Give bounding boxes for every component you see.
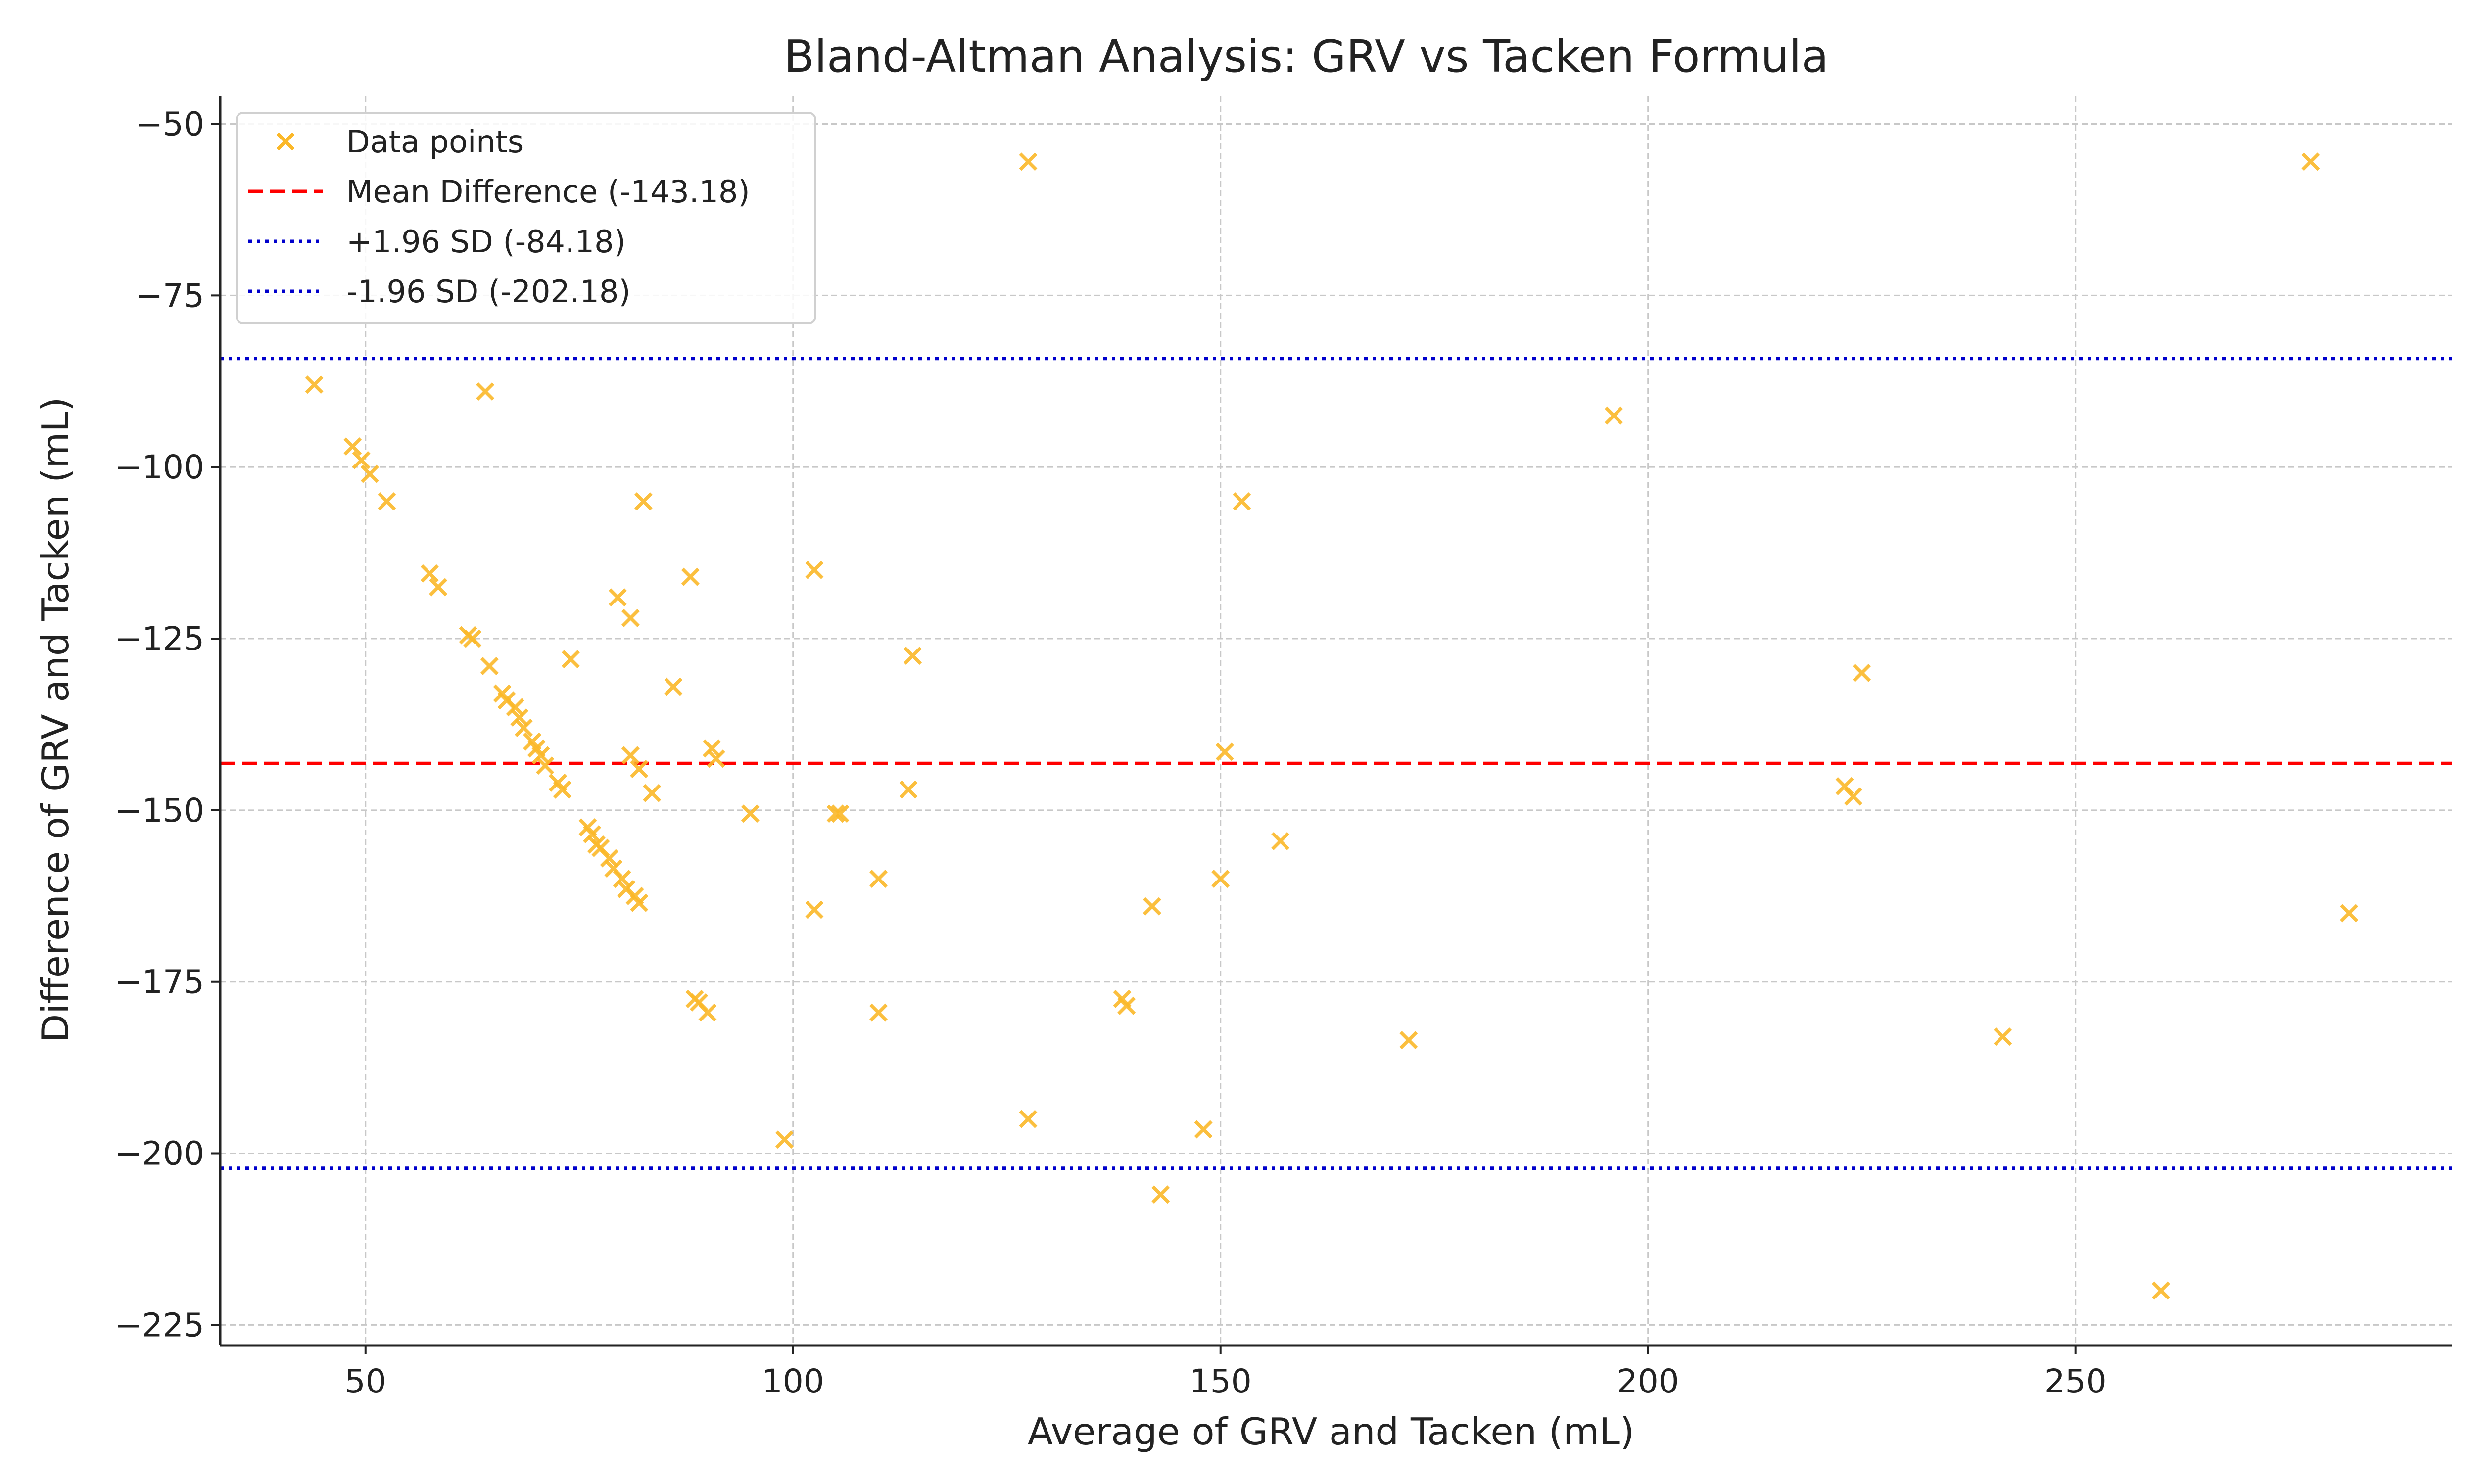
data-point xyxy=(805,560,824,579)
data-point xyxy=(2340,904,2359,923)
data-point xyxy=(634,492,653,511)
data-point xyxy=(1994,1027,2012,1046)
x-tick-label: 100 xyxy=(762,1362,824,1400)
legend-label: Mean Difference (-143.18) xyxy=(346,174,750,210)
data-point xyxy=(553,780,571,799)
y-tick-label: −200 xyxy=(115,1135,204,1173)
data-point xyxy=(775,1130,794,1149)
reference-lines xyxy=(220,357,2452,1170)
chart-title: Bland-Altman Analysis: GRV vs Tacken For… xyxy=(784,31,1828,83)
data-point xyxy=(420,564,439,583)
data-point xyxy=(1853,663,1871,682)
y-tick-label: −225 xyxy=(115,1306,204,1344)
data-point xyxy=(904,647,922,665)
data-point xyxy=(831,804,850,823)
legend: Data points Mean Difference (-143.18) +1.9… xyxy=(236,112,816,324)
legend-marker-x xyxy=(276,132,295,151)
data-point xyxy=(741,804,760,823)
data-point xyxy=(899,780,918,799)
data-point xyxy=(463,629,482,648)
y-tick-label: −50 xyxy=(136,105,204,143)
x-tick-label: 150 xyxy=(1189,1362,1252,1400)
data-point xyxy=(476,382,495,401)
data-point xyxy=(630,760,649,779)
x-axis-label: Average of GRV and Tacken (mL) xyxy=(1028,1410,1634,1453)
y-tick-label: −175 xyxy=(115,963,204,1001)
data-point xyxy=(869,870,888,888)
data-point xyxy=(703,739,721,758)
data-point xyxy=(664,677,683,696)
data-point xyxy=(1233,492,1251,511)
data-point xyxy=(1211,870,1230,888)
y-tick-label: −150 xyxy=(115,791,204,830)
data-point xyxy=(480,657,499,675)
data-point xyxy=(643,784,662,802)
x-tick-label: 50 xyxy=(345,1362,386,1400)
y-tick-label: −100 xyxy=(115,448,204,486)
axes xyxy=(211,96,2452,1354)
x-tick-label: 200 xyxy=(1617,1362,1679,1400)
data-point xyxy=(805,900,824,919)
data-point xyxy=(1844,787,1862,806)
data-point xyxy=(378,492,396,511)
data-point xyxy=(506,698,524,717)
data-point xyxy=(1215,742,1234,761)
data-point xyxy=(583,825,602,843)
y-tick-label: −125 xyxy=(115,620,204,658)
data-point xyxy=(360,464,379,483)
data-point xyxy=(681,567,700,586)
data-point xyxy=(1151,1185,1170,1204)
data-point xyxy=(305,375,324,394)
data-point xyxy=(1399,1031,1418,1050)
data-point xyxy=(869,1003,888,1022)
data-point xyxy=(1271,832,1290,850)
data-point xyxy=(429,578,448,597)
data-point xyxy=(531,746,550,765)
legend-label: -1.96 SD (-202.18) xyxy=(346,274,631,310)
data-point xyxy=(561,650,580,669)
data-point xyxy=(621,746,640,765)
legend-label: +1.96 SD (-84.18) xyxy=(346,224,626,260)
data-point xyxy=(1019,152,1038,171)
data-point xyxy=(514,718,533,737)
tick-labels: 50 100 150 200 250 −50 −75 −100 −125 −150 −175 −200… xyxy=(115,105,2107,1400)
data-point xyxy=(1605,406,1623,425)
data-point xyxy=(600,849,618,868)
y-tick-label: −75 xyxy=(136,277,204,315)
data-point xyxy=(2152,1281,2170,1300)
data-point xyxy=(1117,996,1136,1015)
x-tick-label: 250 xyxy=(2045,1362,2107,1400)
data-point xyxy=(510,708,529,727)
data-point xyxy=(621,608,640,627)
data-point xyxy=(1194,1120,1213,1139)
data-point xyxy=(536,756,555,775)
data-point xyxy=(826,804,845,823)
data-point xyxy=(609,588,627,607)
data-point xyxy=(2301,152,2320,171)
data-points xyxy=(305,152,2359,1300)
data-point xyxy=(1143,897,1161,916)
legend-label: Data points xyxy=(346,124,523,160)
data-point xyxy=(707,749,725,768)
data-point xyxy=(698,1003,717,1022)
data-point xyxy=(1019,1110,1038,1128)
data-point xyxy=(630,893,649,912)
y-axis-label: Difference of GRV and Tacken (mL) xyxy=(34,397,77,1042)
data-point xyxy=(352,451,371,469)
data-point xyxy=(613,870,631,888)
data-point xyxy=(343,437,362,456)
legend-frame xyxy=(236,112,816,324)
